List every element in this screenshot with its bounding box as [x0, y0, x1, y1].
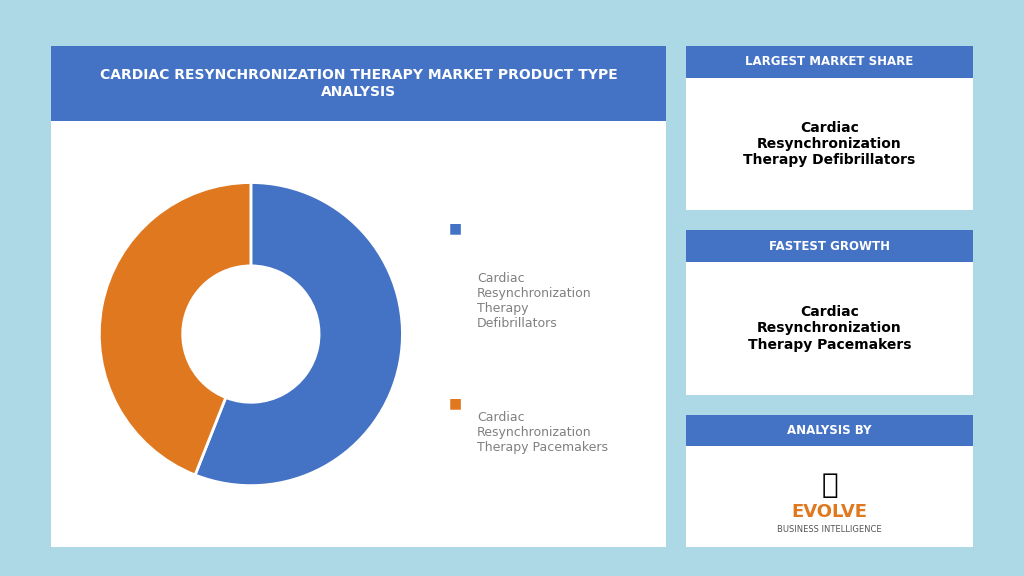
Wedge shape — [99, 183, 251, 475]
Text: ANALYSIS BY: ANALYSIS BY — [787, 424, 871, 437]
Text: ■: ■ — [449, 396, 462, 410]
Text: 56%: 56% — [227, 332, 274, 351]
Text: Cardiac
Resynchronization
Therapy Defibrillators: Cardiac Resynchronization Therapy Defibr… — [743, 121, 915, 167]
Text: ■: ■ — [449, 221, 462, 235]
Text: CARDIAC RESYNCHRONIZATION THERAPY MARKET PRODUCT TYPE
ANALYSIS: CARDIAC RESYNCHRONIZATION THERAPY MARKET… — [99, 69, 617, 98]
Text: Cardiac
Resynchronization
Therapy
Defibrillators: Cardiac Resynchronization Therapy Defibr… — [477, 272, 592, 330]
Text: BUSINESS INTELLIGENCE: BUSINESS INTELLIGENCE — [777, 525, 882, 533]
Text: EVOLVE: EVOLVE — [792, 503, 867, 521]
Text: LARGEST MARKET SHARE: LARGEST MARKET SHARE — [745, 55, 913, 69]
Text: Cardiac
Resynchronization
Therapy Pacemakers: Cardiac Resynchronization Therapy Pacema… — [748, 305, 911, 351]
Text: FASTEST GROWTH: FASTEST GROWTH — [769, 240, 890, 253]
Wedge shape — [196, 183, 402, 486]
Text: 🔶: 🔶 — [821, 471, 838, 499]
Text: Cardiac
Resynchronization
Therapy Pacemakers: Cardiac Resynchronization Therapy Pacema… — [477, 411, 608, 454]
